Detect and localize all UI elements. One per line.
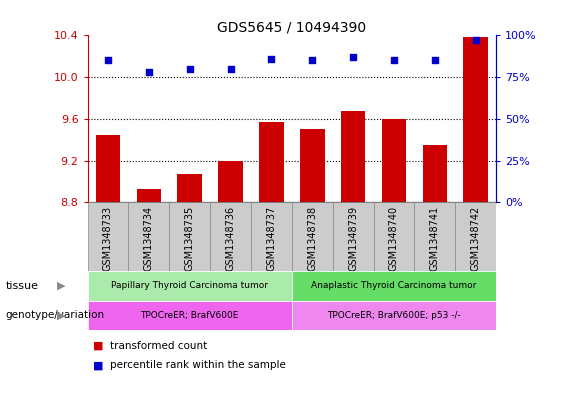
Bar [373,202,414,271]
Text: GSM1348733: GSM1348733 [103,206,113,271]
Bar [137,189,161,202]
Text: GSM1348739: GSM1348739 [348,206,358,271]
Bar [210,202,251,271]
Bar [88,271,292,301]
Bar [455,202,496,271]
Bar [300,129,324,202]
Point [308,57,317,64]
Text: GSM1348736: GSM1348736 [225,206,236,271]
Point [431,57,440,64]
Text: percentile rank within the sample: percentile rank within the sample [110,360,286,371]
Text: GSM1348737: GSM1348737 [267,206,276,271]
Bar [382,119,406,202]
Bar [292,301,496,330]
Text: TPOCreER; BrafV600E; p53 -/-: TPOCreER; BrafV600E; p53 -/- [327,311,461,320]
Point [226,66,235,72]
Text: Anaplastic Thyroid Carcinoma tumor: Anaplastic Thyroid Carcinoma tumor [311,281,477,290]
Bar [414,202,455,271]
Bar [423,145,447,202]
Bar [292,202,333,271]
Text: GSM1348742: GSM1348742 [471,206,481,271]
Bar [177,174,202,202]
Point [471,37,480,44]
Bar [88,202,128,271]
Point [349,54,358,60]
Text: GSM1348735: GSM1348735 [185,206,195,271]
Point [185,66,194,72]
Bar [251,202,292,271]
Bar [463,37,488,202]
Text: GSM1348741: GSM1348741 [430,206,440,271]
Text: ■: ■ [93,341,104,351]
Text: GSM1348738: GSM1348738 [307,206,317,271]
Point [103,57,112,64]
Text: ▶: ▶ [56,310,65,320]
Text: Papillary Thyroid Carcinoma tumor: Papillary Thyroid Carcinoma tumor [111,281,268,290]
Text: ■: ■ [93,360,104,371]
Text: genotype/variation: genotype/variation [6,310,105,320]
Text: GSM1348740: GSM1348740 [389,206,399,271]
Point [267,55,276,62]
Point [389,57,398,64]
Bar [292,271,496,301]
Text: transformed count: transformed count [110,341,207,351]
Text: GSM1348734: GSM1348734 [144,206,154,271]
Bar [333,202,373,271]
Bar [218,161,243,202]
Point [144,69,153,75]
Text: tissue: tissue [6,281,38,291]
Bar [128,202,170,271]
Text: TPOCreER; BrafV600E: TPOCreER; BrafV600E [141,311,239,320]
Bar [88,301,292,330]
Bar [170,202,210,271]
Text: ▶: ▶ [56,281,65,291]
Bar [95,134,120,202]
Bar [259,122,284,202]
Bar [341,110,366,202]
Title: GDS5645 / 10494390: GDS5645 / 10494390 [218,20,366,34]
